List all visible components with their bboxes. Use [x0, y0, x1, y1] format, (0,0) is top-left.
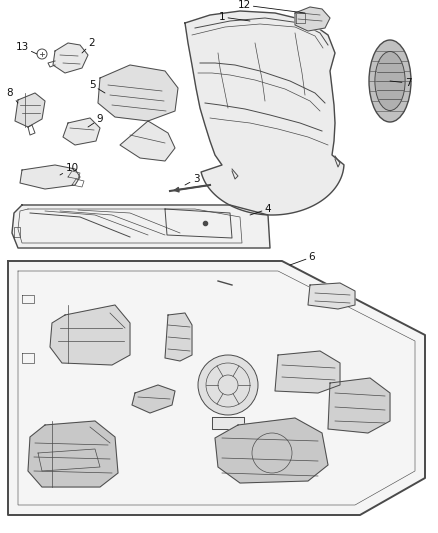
Text: 7: 7 [390, 78, 411, 88]
Polygon shape [28, 421, 118, 487]
Polygon shape [53, 43, 88, 73]
Text: 6: 6 [290, 252, 315, 265]
Polygon shape [120, 121, 175, 161]
Polygon shape [215, 418, 328, 483]
Text: 10: 10 [60, 163, 78, 175]
Polygon shape [308, 283, 355, 309]
Polygon shape [132, 385, 175, 413]
Ellipse shape [369, 40, 411, 122]
Text: 9: 9 [88, 114, 103, 127]
Polygon shape [328, 378, 390, 433]
Polygon shape [63, 118, 100, 145]
Text: 4: 4 [250, 204, 271, 215]
Text: 1: 1 [219, 12, 250, 22]
Text: 2: 2 [82, 38, 95, 53]
Polygon shape [295, 7, 330, 31]
Polygon shape [212, 417, 244, 429]
Polygon shape [185, 11, 344, 215]
Polygon shape [165, 313, 192, 361]
Polygon shape [275, 351, 340, 393]
Polygon shape [8, 261, 425, 515]
Text: 3: 3 [185, 174, 199, 185]
Polygon shape [15, 93, 45, 127]
Ellipse shape [375, 52, 405, 110]
Circle shape [198, 355, 258, 415]
Polygon shape [12, 205, 270, 248]
Text: 12: 12 [237, 0, 305, 13]
Polygon shape [98, 65, 178, 121]
Text: 8: 8 [7, 88, 18, 103]
Text: 13: 13 [15, 42, 37, 54]
Text: 5: 5 [88, 80, 105, 93]
Polygon shape [20, 165, 80, 189]
Polygon shape [50, 305, 130, 365]
